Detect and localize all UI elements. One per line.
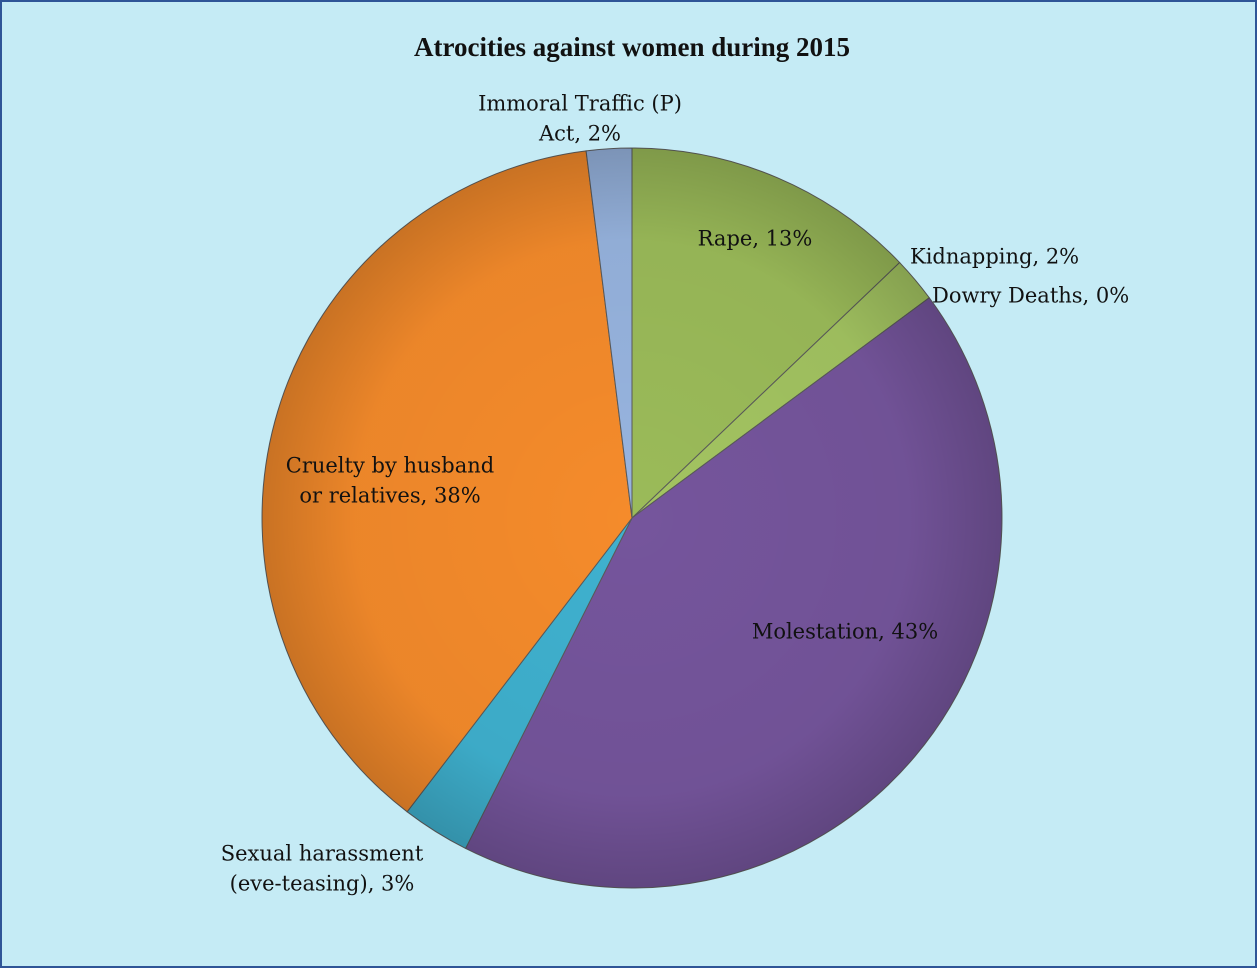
data-label: Rape, 13% [698, 227, 813, 251]
data-label: Dowry Deaths, 0% [932, 284, 1129, 308]
pie [261, 147, 1003, 889]
data-label: or relatives, 38% [299, 484, 480, 508]
data-label: Immoral Traffic (P) [478, 92, 682, 116]
data-label: Cruelty by husband [286, 454, 495, 478]
data-label: Act, 2% [538, 122, 621, 146]
data-label: Sexual harassment [221, 842, 424, 866]
data-label: Molestation, 43% [752, 620, 938, 644]
data-labels: Rape, 13% Kidnapping, 2% Dowry Deaths, 0% M… [221, 92, 1130, 896]
data-label: Kidnapping, 2% [910, 245, 1079, 269]
chart-title: Atrocities against women during 2015 [414, 32, 850, 62]
data-label: (eve-teasing), 3% [230, 872, 415, 896]
